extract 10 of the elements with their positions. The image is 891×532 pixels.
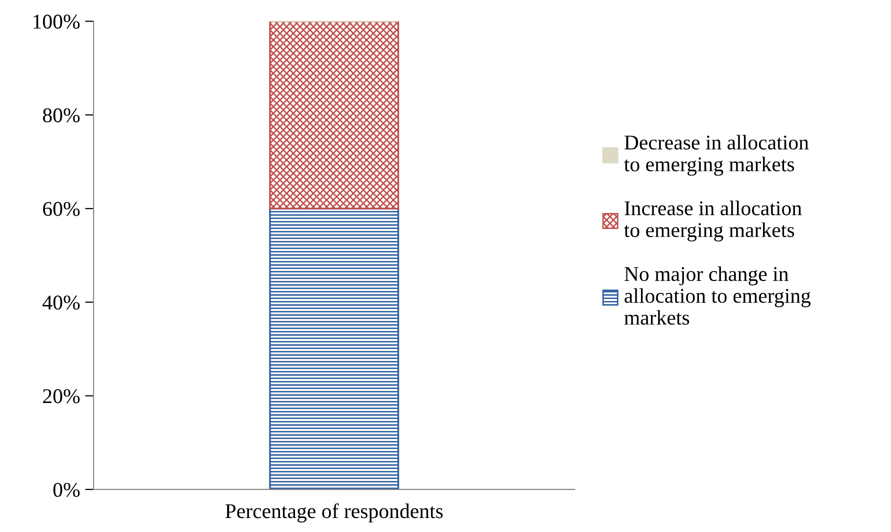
y-tick-label: 40% (42, 296, 80, 310)
y-tick-label: 100% (34, 14, 80, 29)
x-tick-label: Percentage of respondents (225, 503, 443, 522)
y-tick-label: 20% (43, 389, 80, 404)
y-tick-label: 0% (53, 482, 80, 497)
legend-label: No major change in allocation to emerging markets (624, 266, 811, 325)
legend-label: Decrease in allocation to emerging markets (624, 134, 809, 176)
y-tick-label: 80% (42, 108, 80, 122)
y-tick-label: 60% (43, 202, 80, 216)
legend-label: Increase in allocation to emerging markets (624, 200, 802, 242)
